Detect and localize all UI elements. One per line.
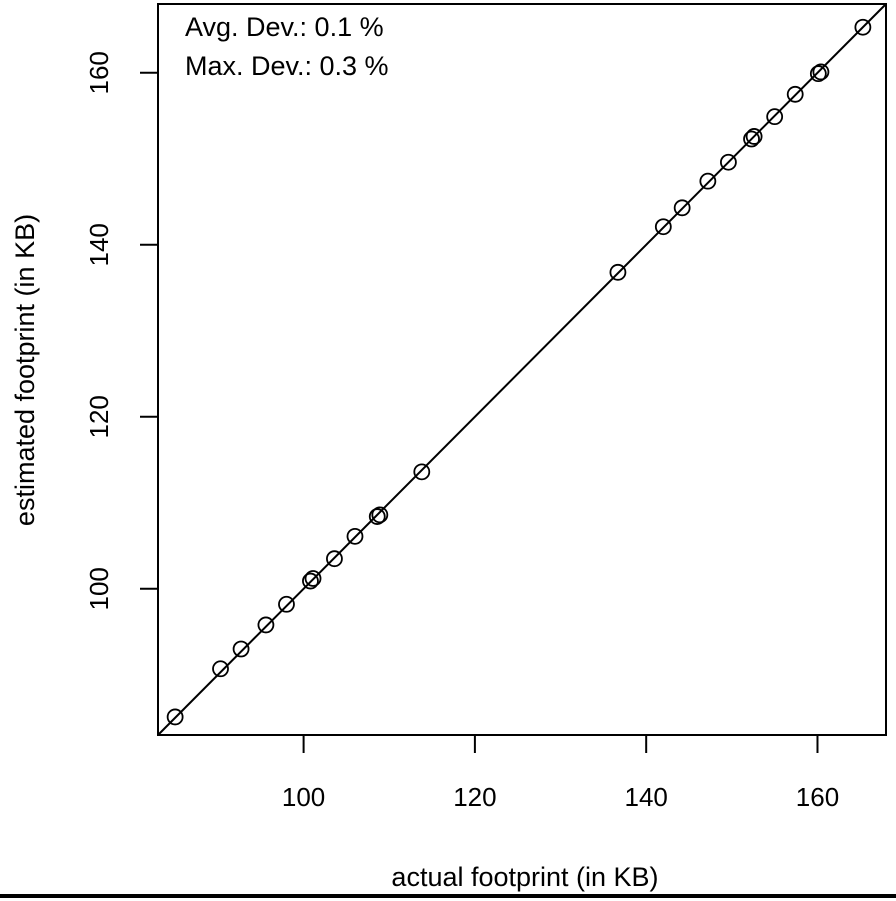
- data-point: [809, 65, 827, 83]
- data-point: [745, 128, 763, 145]
- data-point: [368, 508, 386, 525]
- data-point: [166, 708, 184, 726]
- data-point: [257, 616, 275, 634]
- y-axis-title: estimated footprint (in KB): [10, 214, 40, 526]
- data-point: [304, 570, 322, 587]
- data-point: [346, 527, 364, 545]
- data-point: [302, 572, 319, 590]
- data-point: [743, 130, 760, 148]
- annotation-max-dev: Max. Dev.: 0.3 %: [185, 51, 389, 81]
- data-point: [278, 595, 295, 613]
- data-point: [413, 463, 431, 481]
- y-tick-label: 140: [84, 223, 114, 266]
- y-tick-label: 160: [84, 51, 114, 94]
- y-tick-label: 120: [84, 395, 114, 438]
- x-tick-label: 140: [624, 782, 667, 812]
- data-point: [609, 263, 627, 281]
- data-point: [699, 172, 717, 190]
- data-point: [232, 640, 250, 658]
- data-point: [786, 85, 804, 103]
- data-point: [326, 550, 343, 568]
- data-point: [766, 108, 784, 126]
- data-point: [654, 218, 672, 236]
- data-point: [720, 153, 737, 171]
- data-point: [854, 18, 872, 36]
- reference-line: [157, 3, 887, 736]
- x-tick-label: 100: [282, 782, 325, 812]
- annotation-avg-dev: Avg. Dev.: 0.1 %: [185, 12, 384, 42]
- x-tick-label: 160: [796, 782, 839, 812]
- x-axis-title: actual footprint (in KB): [391, 862, 658, 892]
- plot-frame: [157, 3, 887, 736]
- data-point: [212, 660, 229, 678]
- data-point: [812, 63, 830, 81]
- y-tick-label: 100: [84, 567, 114, 610]
- data-point: [673, 199, 691, 217]
- x-tick-label: 120: [453, 782, 496, 812]
- data-point: [371, 506, 389, 524]
